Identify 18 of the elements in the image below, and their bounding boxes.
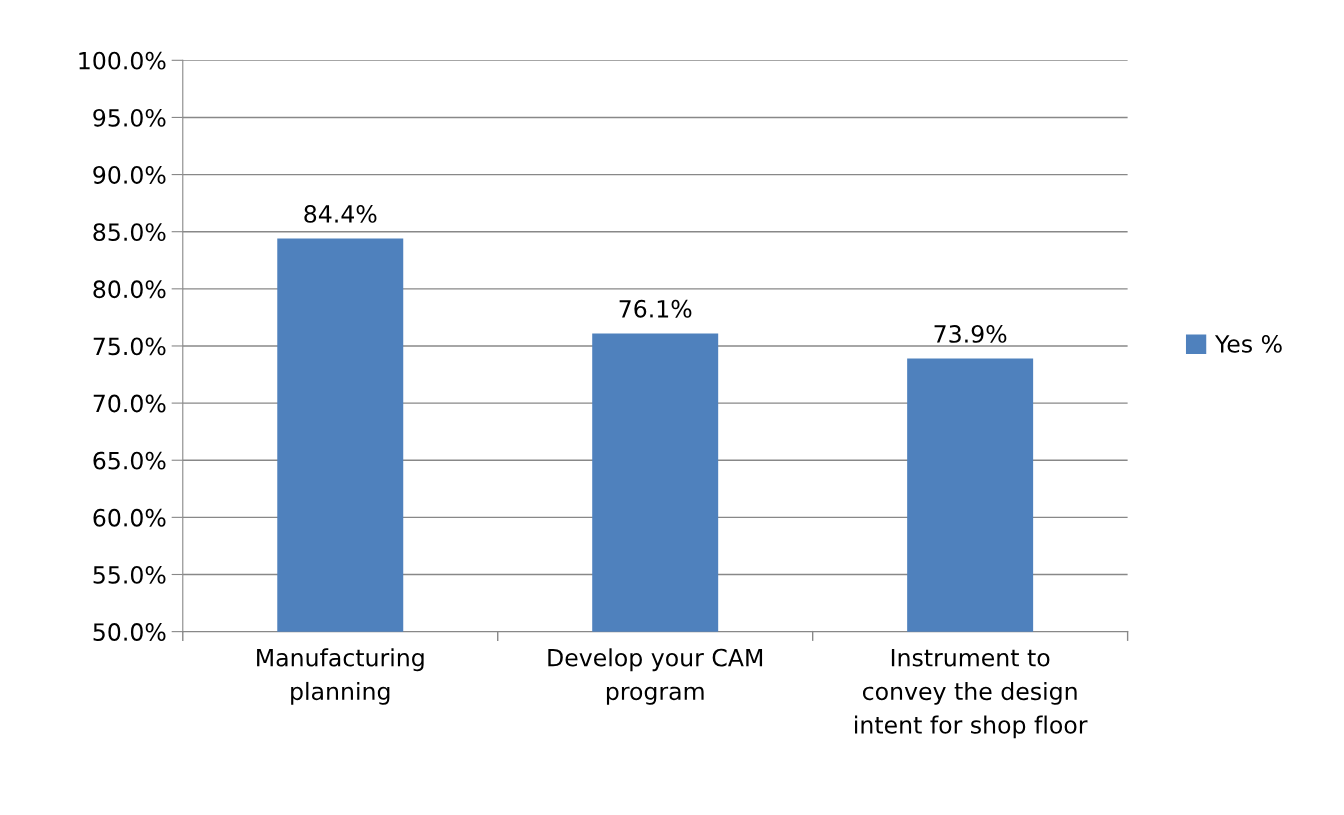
data-label: 73.9% <box>934 324 1007 343</box>
y-tick-label: 75.0% <box>93 337 166 356</box>
y-tick-label: 85.0% <box>93 223 166 242</box>
data-label: 76.1% <box>619 299 692 318</box>
y-tick-label: 95.0% <box>93 108 166 127</box>
y-tick-label: 80.0% <box>93 280 166 299</box>
x-tick-label: Develop your CAM program <box>548 648 763 705</box>
legend-label: Yes % <box>1214 334 1282 353</box>
y-tick-label: 100.0% <box>79 51 166 70</box>
y-tick-label: 50.0% <box>93 623 166 641</box>
y-tick-label: 90.0% <box>93 166 166 184</box>
y-tick-label: 65.0% <box>93 451 166 470</box>
x-tick-label: Manufacturing planning <box>257 648 424 705</box>
x-tick-label: Instrument to convey the design intent for shop floor <box>855 649 1088 739</box>
data-label: 84.4% <box>304 205 377 223</box>
y-tick-label: 55.0% <box>93 565 166 584</box>
y-tick-label: 70.0% <box>93 394 166 413</box>
y-tick-label: 60.0% <box>93 508 166 527</box>
